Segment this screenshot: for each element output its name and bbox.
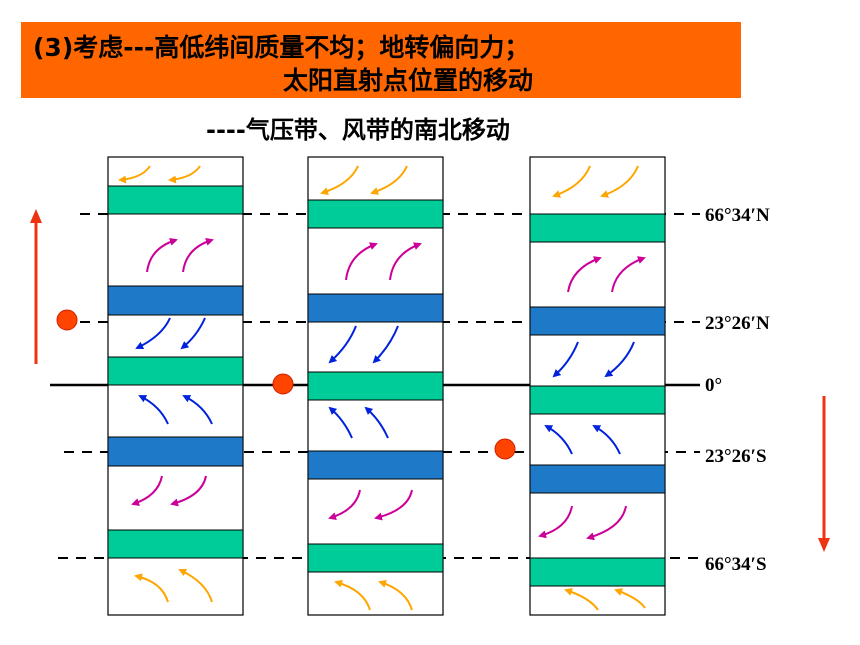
trade-wind-arrow — [372, 325, 399, 364]
westerly-arrow — [345, 242, 378, 281]
subtropical-high-belt — [307, 293, 444, 323]
westerly-arrow — [611, 256, 646, 293]
subtropical-high-belt — [107, 285, 244, 316]
trade-wind-arrow — [328, 325, 357, 364]
sun-point-north — [56, 309, 78, 331]
polar-easterly-arrow — [134, 573, 169, 603]
trade-wind-arrow — [328, 406, 353, 439]
subpolar-low-belt — [529, 213, 666, 243]
panel-sun-equator — [307, 156, 444, 616]
subpolar-low-belt — [307, 543, 444, 573]
subpolar-low-belt — [529, 557, 666, 587]
banner-line-2: 太阳直射点位置的移动 — [283, 66, 534, 95]
equatorial-low-belt — [307, 371, 444, 401]
panel-sun-north — [107, 156, 244, 616]
westerly-arrow — [328, 489, 361, 521]
trade-wind-arrow — [544, 425, 573, 455]
westerly-arrow — [538, 505, 573, 539]
lat-label-66s: 66°34′S — [705, 554, 767, 575]
trade-wind-arrow — [182, 395, 213, 425]
trade-wind-arrow — [552, 341, 579, 378]
polar-easterly-arrow — [320, 165, 359, 195]
westerly-arrow — [146, 237, 178, 273]
lat-label-66n: 66°34′N — [705, 205, 770, 226]
polar-easterly-arrow — [118, 165, 151, 184]
equatorial-low-belt — [107, 356, 244, 386]
polar-easterly-arrow — [564, 588, 599, 611]
subpolar-low-belt — [307, 199, 444, 229]
westerly-arrow — [374, 489, 413, 521]
panel-sun-south — [529, 156, 666, 616]
subtitle: ----气压带、风带的南北移动 — [206, 116, 510, 144]
trade-wind-arrow — [604, 341, 635, 378]
trade-wind-arrow — [135, 317, 171, 350]
subpolar-low-belt — [107, 185, 244, 215]
westerly-arrow — [586, 505, 627, 541]
westerly-arrow — [170, 475, 207, 507]
lat-label-equator: 0° — [705, 375, 722, 396]
subtropical-high-belt — [529, 306, 666, 336]
polar-easterly-arrow — [178, 568, 213, 603]
polar-easterly-arrow — [614, 588, 646, 609]
westerly-arrow — [131, 475, 163, 506]
trade-wind-arrow — [138, 395, 169, 425]
polar-easterly-arrow — [552, 165, 591, 198]
subtropical-high-belt — [107, 436, 244, 467]
equatorial-low-belt — [529, 385, 666, 415]
lat-label-23n: 23°26′N — [705, 313, 770, 334]
trade-wind-arrow — [180, 317, 206, 350]
polar-easterly-arrow — [370, 165, 408, 195]
subtropical-high-belt — [307, 450, 444, 480]
polar-easterly-arrow — [334, 579, 371, 611]
westerly-arrow — [567, 256, 602, 293]
sun-point-south — [494, 438, 516, 460]
sun-point-equator — [272, 373, 294, 395]
westerly-arrow — [389, 242, 422, 281]
lat-label-23s: 23°26′S — [705, 446, 767, 467]
polar-easterly-arrow — [600, 165, 639, 198]
trade-wind-arrow — [364, 406, 389, 439]
westerly-arrow — [182, 237, 214, 273]
subtropical-high-belt — [529, 464, 666, 494]
banner-line-1: (3)考虑---高低纬间质量不均；地转偏向力； — [33, 33, 530, 62]
polar-easterly-arrow — [168, 165, 201, 184]
subpolar-low-belt — [107, 529, 244, 559]
title-banner: (3)考虑---高低纬间质量不均；地转偏向力； 太阳直射点位置的移动 — [21, 22, 741, 98]
trade-wind-arrow — [592, 425, 621, 455]
polar-easterly-arrow — [378, 579, 413, 611]
